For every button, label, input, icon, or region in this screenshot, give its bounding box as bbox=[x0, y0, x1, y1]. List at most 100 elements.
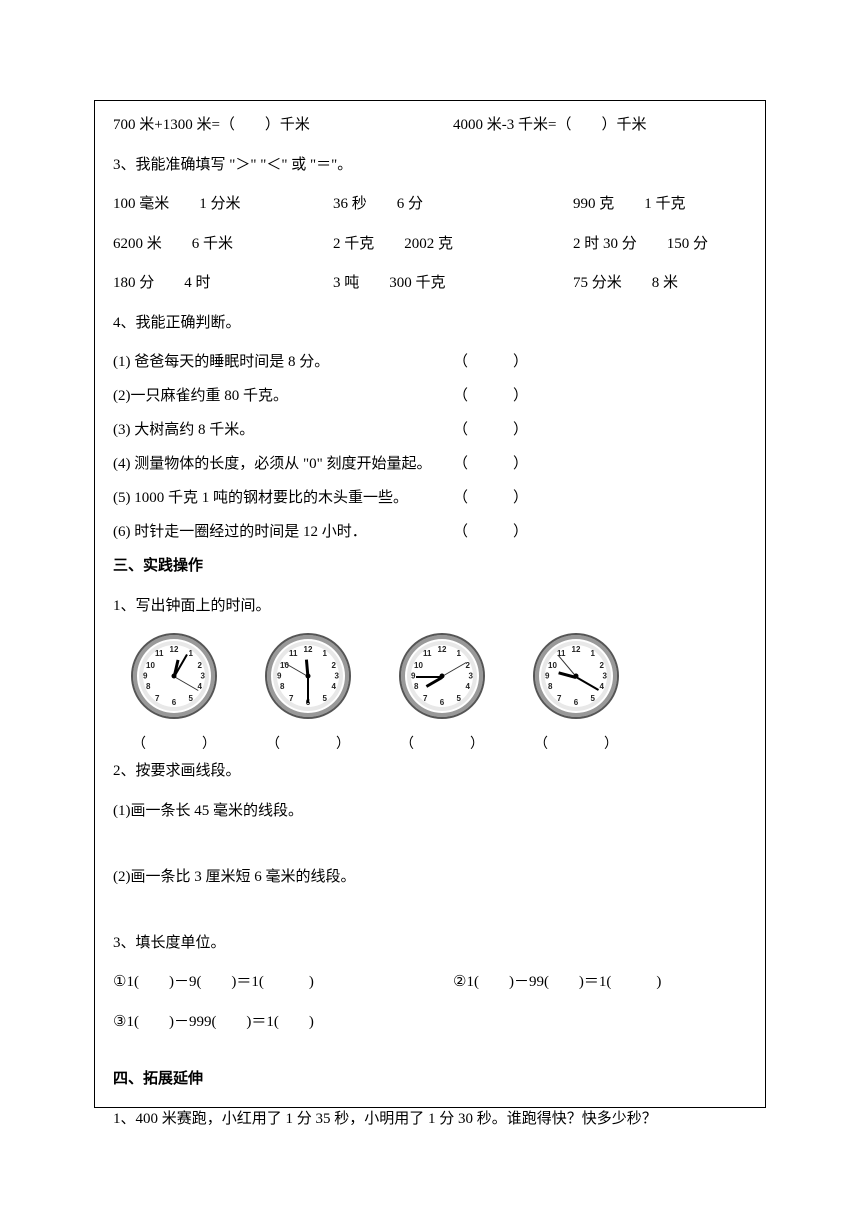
q4-item: (5) 1000 千克 1 吨的钢材要比的木头重一些。（ ） bbox=[113, 486, 747, 510]
minute-hand bbox=[416, 676, 442, 678]
clock-numeral: 7 bbox=[289, 694, 293, 703]
s4-q1: 1、400 米赛跑，小红用了 1 分 35 秒，小明用了 1 分 30 秒。谁跑… bbox=[113, 1107, 747, 1133]
q3-cell: 100 毫米 1 分米 bbox=[113, 192, 333, 218]
s3-q3-row1: ①1( )－9( )＝1( ) ②1( )－99( )＝1( ) bbox=[113, 970, 747, 996]
section3-title: 三、实践操作 bbox=[113, 554, 747, 580]
clock-item: 121234567891011（ ） bbox=[265, 633, 351, 753]
clock-numeral: 7 bbox=[557, 694, 561, 703]
clock-answer-blank: （ ） bbox=[266, 733, 350, 753]
q3-cell: 6200 米 6 千米 bbox=[113, 232, 333, 258]
clock-numeral: 11 bbox=[155, 649, 163, 658]
clock-numeral: 2 bbox=[600, 661, 604, 670]
clock-numeral: 3 bbox=[335, 672, 339, 681]
q4-item-blank: （ ） bbox=[453, 486, 528, 510]
clocks-row: 121234567891011（ ）121234567891011（ ）1212… bbox=[113, 633, 747, 753]
clock-numeral: 1 bbox=[323, 649, 327, 658]
s3-q3-right: ②1( )－99( )＝1( ) bbox=[453, 970, 747, 996]
q4-item-blank: （ ） bbox=[453, 520, 528, 544]
clock-answer-blank: （ ） bbox=[534, 733, 618, 753]
clock-numeral: 3 bbox=[603, 672, 607, 681]
clock-numeral: 11 bbox=[423, 649, 431, 658]
q3-cell: 3 吨 300 千克 bbox=[333, 271, 573, 297]
s3-q2-item2: (2)画一条比 3 厘米短 6 毫米的线段。 bbox=[113, 865, 747, 889]
clock-numeral: 1 bbox=[189, 649, 193, 658]
clock-numeral: 2 bbox=[332, 661, 336, 670]
clock-numeral: 12 bbox=[304, 645, 313, 654]
clock-numeral: 5 bbox=[323, 694, 327, 703]
q3-row-1: 100 毫米 1 分米 36 秒 6 分 990 克 1 千克 bbox=[113, 192, 747, 218]
q4-item-text: (1) 爸爸每天的睡眠时间是 8 分。 bbox=[113, 350, 453, 374]
clock-item: 121234567891011（ ） bbox=[533, 633, 619, 753]
q3-cell: 36 秒 6 分 bbox=[333, 192, 573, 218]
s3-q3-title: 3、填长度单位。 bbox=[113, 931, 747, 957]
equation-right: 4000 米-3 千米=（ ）千米 bbox=[453, 113, 747, 139]
q4-item: (6) 时针走一圈经过的时间是 12 小时．（ ） bbox=[113, 520, 747, 544]
clock-numeral: 9 bbox=[411, 672, 415, 681]
s3-q2-title: 2、按要求画线段。 bbox=[113, 759, 747, 785]
clock-numeral: 8 bbox=[414, 682, 418, 691]
clock-face-icon: 121234567891011 bbox=[265, 633, 351, 719]
clock-item: 121234567891011（ ） bbox=[131, 633, 217, 753]
q3-title: 3、我能准确填写 "＞" "＜" 或 "＝"。 bbox=[113, 153, 747, 179]
q4-item-text: (6) 时针走一圈经过的时间是 12 小时． bbox=[113, 520, 453, 544]
q4-item-blank: （ ） bbox=[453, 384, 528, 408]
s3-q1-title: 1、写出钟面上的时间。 bbox=[113, 594, 747, 620]
s3-q3-left: ①1( )－9( )＝1( ) bbox=[113, 970, 453, 996]
clock-numeral: 1 bbox=[591, 649, 595, 658]
q3-cell: 180 分 4 时 bbox=[113, 271, 333, 297]
q4-item-blank: （ ） bbox=[453, 452, 528, 476]
equation-left: 700 米+1300 米=（ ）千米 bbox=[113, 113, 453, 139]
clock-numeral: 11 bbox=[289, 649, 297, 658]
s3-q2-item1: (1)画一条长 45 毫米的线段。 bbox=[113, 799, 747, 823]
q3-row-2: 6200 米 6 千米 2 千克 2002 克 2 时 30 分 150 分 bbox=[113, 232, 747, 258]
clock-center-dot bbox=[440, 674, 445, 679]
clock-center-dot bbox=[574, 674, 579, 679]
q4-item-blank: （ ） bbox=[453, 350, 528, 374]
minute-hand bbox=[307, 677, 309, 703]
clock-numeral: 1 bbox=[457, 649, 461, 658]
clock-numeral: 6 bbox=[574, 698, 578, 707]
clock-answer-blank: （ ） bbox=[132, 733, 216, 753]
clock-numeral: 12 bbox=[438, 645, 447, 654]
clock-numeral: 8 bbox=[280, 682, 284, 691]
clock-numeral: 9 bbox=[545, 672, 549, 681]
clock-numeral: 5 bbox=[457, 694, 461, 703]
q3-cell: 2 时 30 分 150 分 bbox=[573, 232, 747, 258]
clock-face-icon: 121234567891011 bbox=[131, 633, 217, 719]
clock-item: 121234567891011（ ） bbox=[399, 633, 485, 753]
q3-cell: 2 千克 2002 克 bbox=[333, 232, 573, 258]
clock-numeral: 7 bbox=[423, 694, 427, 703]
worksheet-page: 700 米+1300 米=（ ）千米 4000 米-3 千米=（ ）千米 3、我… bbox=[94, 100, 766, 1108]
clock-numeral: 9 bbox=[143, 672, 147, 681]
clock-numeral: 9 bbox=[277, 672, 281, 681]
clock-face-icon: 121234567891011 bbox=[399, 633, 485, 719]
clock-numeral: 3 bbox=[201, 672, 205, 681]
clock-center-dot bbox=[172, 674, 177, 679]
clock-face-icon: 121234567891011 bbox=[533, 633, 619, 719]
section4-title: 四、拓展延伸 bbox=[113, 1067, 747, 1093]
q4-item-text: (5) 1000 千克 1 吨的钢材要比的木头重一些。 bbox=[113, 486, 453, 510]
clock-numeral: 2 bbox=[198, 661, 202, 670]
clock-numeral: 4 bbox=[466, 682, 470, 691]
clock-numeral: 4 bbox=[332, 682, 336, 691]
clock-numeral: 4 bbox=[600, 682, 604, 691]
q3-cell: 75 分米 8 米 bbox=[573, 271, 747, 297]
clock-numeral: 7 bbox=[155, 694, 159, 703]
q4-item-blank: （ ） bbox=[453, 418, 528, 442]
q4-item: (4) 测量物体的长度，必须从 "0" 刻度开始量起。（ ） bbox=[113, 452, 747, 476]
q4-item: (1) 爸爸每天的睡眠时间是 8 分。（ ） bbox=[113, 350, 747, 374]
s3-q3-row2: ③1( )－999( )＝1( ) bbox=[113, 1010, 747, 1036]
q4-item-text: (3) 大树高约 8 千米。 bbox=[113, 418, 453, 442]
clock-numeral: 5 bbox=[591, 694, 595, 703]
clock-numeral: 10 bbox=[414, 661, 423, 670]
clock-numeral: 8 bbox=[146, 682, 150, 691]
q4-title: 4、我能正确判断。 bbox=[113, 311, 747, 337]
clock-answer-blank: （ ） bbox=[400, 733, 484, 753]
clock-numeral: 10 bbox=[548, 661, 557, 670]
clock-numeral: 5 bbox=[189, 694, 193, 703]
clock-center-dot bbox=[306, 674, 311, 679]
clock-numeral: 6 bbox=[172, 698, 176, 707]
clock-numeral: 8 bbox=[548, 682, 552, 691]
q3-cell: 990 克 1 千克 bbox=[573, 192, 747, 218]
clock-numeral: 10 bbox=[146, 661, 155, 670]
